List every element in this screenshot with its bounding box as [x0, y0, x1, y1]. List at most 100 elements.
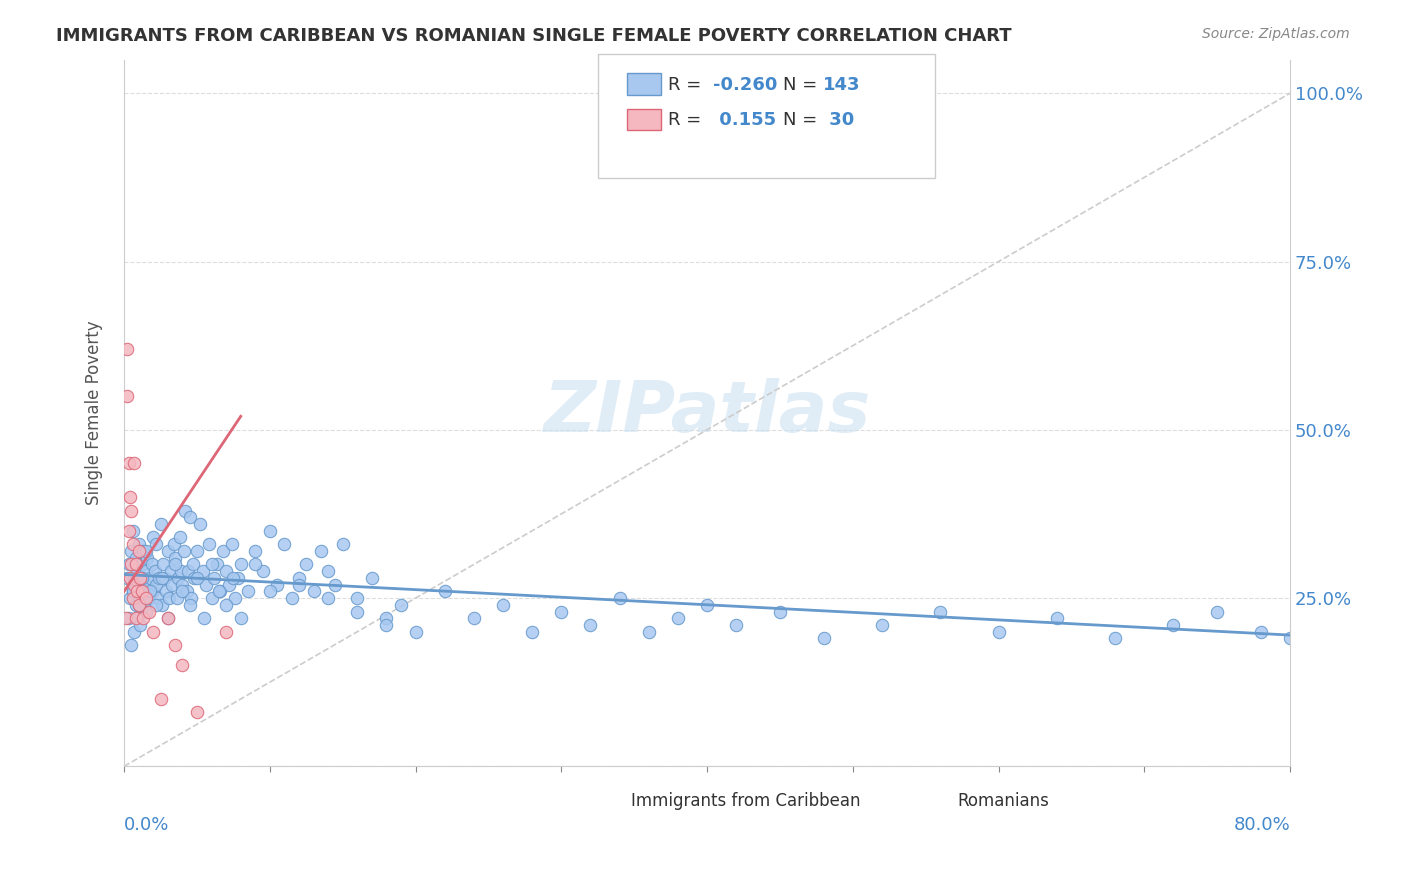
Point — [200, 558, 222, 572]
Point — [150, 598, 173, 612]
Point — [769, 605, 792, 619]
Point — [193, 611, 215, 625]
Point — [131, 571, 153, 585]
Point — [194, 577, 217, 591]
Point — [155, 584, 177, 599]
Point — [149, 692, 172, 706]
Point — [215, 598, 238, 612]
Point — [135, 591, 157, 605]
Point — [124, 457, 146, 471]
Point — [122, 584, 145, 599]
Point — [129, 571, 152, 585]
Point — [132, 544, 155, 558]
Point — [134, 598, 156, 612]
Point — [1206, 605, 1229, 619]
Point — [218, 577, 240, 591]
Point — [197, 537, 219, 551]
Point — [173, 544, 195, 558]
Point — [229, 611, 252, 625]
Point — [316, 591, 339, 605]
Point — [375, 618, 398, 632]
Point — [259, 524, 281, 538]
Point — [122, 584, 145, 599]
Point — [212, 544, 235, 558]
Point — [316, 564, 339, 578]
Point — [252, 564, 274, 578]
Point — [131, 571, 153, 585]
Point — [176, 584, 198, 599]
Point — [200, 591, 222, 605]
Point — [136, 577, 159, 591]
Point — [114, 611, 136, 625]
Point — [405, 624, 427, 639]
Point — [179, 510, 201, 524]
Point — [332, 537, 354, 551]
FancyBboxPatch shape — [589, 792, 621, 809]
Point — [117, 524, 139, 538]
Point — [115, 342, 138, 356]
Point — [226, 571, 249, 585]
Point — [186, 544, 208, 558]
Point — [156, 611, 179, 625]
Point — [433, 584, 456, 599]
Point — [224, 591, 246, 605]
Point — [288, 577, 311, 591]
Point — [179, 598, 201, 612]
Point — [143, 564, 166, 578]
Point — [463, 611, 485, 625]
Point — [120, 503, 142, 517]
Point — [177, 564, 200, 578]
Point — [325, 577, 347, 591]
Text: 0.0%: 0.0% — [124, 816, 170, 834]
Point — [138, 605, 160, 619]
Point — [183, 571, 205, 585]
Point — [115, 389, 138, 403]
Point — [124, 571, 146, 585]
Text: 143: 143 — [823, 76, 860, 94]
Point — [208, 584, 231, 599]
Point — [215, 624, 238, 639]
Point — [148, 571, 170, 585]
Point — [135, 564, 157, 578]
Point — [666, 611, 689, 625]
Point — [122, 537, 145, 551]
Point — [131, 584, 153, 599]
Point — [125, 558, 148, 572]
Text: N =: N = — [783, 76, 823, 94]
Point — [131, 558, 153, 572]
Text: R =: R = — [668, 76, 707, 94]
FancyBboxPatch shape — [915, 792, 948, 809]
Point — [141, 558, 163, 572]
Point — [165, 638, 187, 652]
Point — [389, 598, 412, 612]
Point — [165, 550, 187, 565]
Point — [138, 591, 160, 605]
Point — [157, 591, 180, 605]
Point — [609, 591, 631, 605]
Point — [145, 537, 167, 551]
Point — [149, 516, 172, 531]
Point — [122, 524, 145, 538]
Point — [125, 611, 148, 625]
Point — [1104, 632, 1126, 646]
Point — [813, 632, 835, 646]
Text: 0.155: 0.155 — [713, 112, 776, 129]
Point — [215, 564, 238, 578]
Point — [124, 577, 146, 591]
Point — [1250, 624, 1272, 639]
Point — [186, 706, 208, 720]
Point — [360, 571, 382, 585]
Point — [125, 558, 148, 572]
Point — [929, 605, 952, 619]
Point — [180, 591, 202, 605]
Point — [346, 591, 368, 605]
Text: 80.0%: 80.0% — [1233, 816, 1291, 834]
Point — [156, 544, 179, 558]
Point — [245, 544, 267, 558]
Text: 30: 30 — [823, 112, 853, 129]
Point — [122, 591, 145, 605]
Point — [191, 564, 214, 578]
Point — [166, 591, 188, 605]
Point — [222, 571, 245, 585]
Point — [346, 605, 368, 619]
